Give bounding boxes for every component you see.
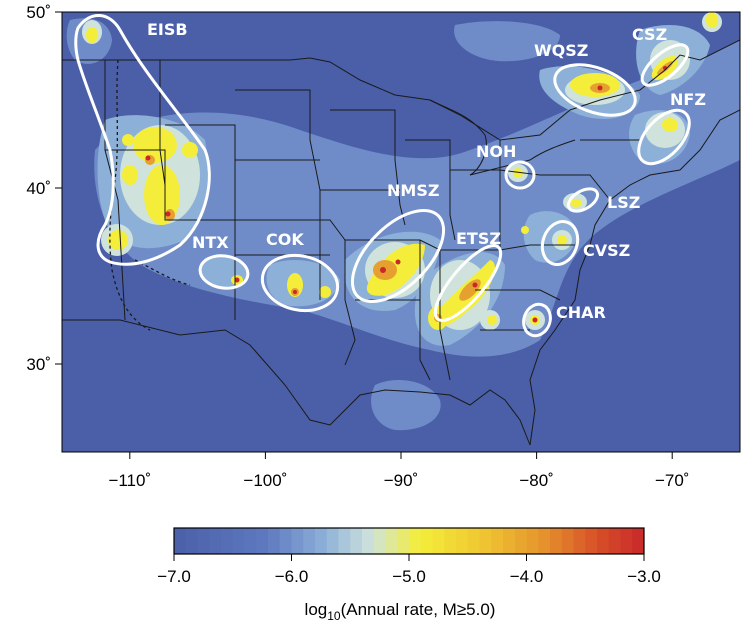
zone-label-etsz: ETSZ — [456, 229, 501, 248]
colorbar-cell — [362, 528, 375, 554]
colorbar-cell — [444, 528, 457, 554]
colorbar-cell — [338, 528, 351, 554]
colorbar-cell — [244, 528, 257, 554]
zone-outline-char — [522, 302, 552, 338]
colorbar-cell — [326, 528, 339, 554]
zone-outline-noh — [504, 160, 536, 190]
zone-label-cvsz: CVSZ — [583, 241, 630, 260]
x-axis: −110˚ −100˚ −90˚ −80˚ −70˚ — [108, 452, 689, 490]
zone-outline-lsz — [566, 187, 600, 213]
zone-label-cok: COK — [266, 230, 304, 249]
colorbar: −7.0 −6.0 −5.0 −4.0 −3.0 log10(Annual rate, … — [157, 527, 661, 623]
colorbar-cell — [256, 528, 269, 554]
colorbar-cell — [632, 528, 645, 554]
zone-outline-cvsz — [540, 220, 580, 266]
zone-label-nmsz: NMSZ — [387, 181, 439, 200]
colorbar-cell — [503, 528, 516, 554]
colorbar-cell — [385, 528, 398, 554]
zone-label-noh: NOH — [476, 142, 516, 161]
colorbar-cell — [315, 528, 328, 554]
y-tick-label-0: 50˚ — [26, 3, 51, 22]
rate-peak — [145, 66, 667, 323]
colorbar-cell — [514, 528, 527, 554]
zone-outline-wqsz — [553, 63, 637, 117]
zone-label-nfz: NFZ — [670, 90, 706, 109]
zone-outline-ntx — [198, 254, 250, 290]
colorbar-cell — [491, 528, 504, 554]
colorbar-cell — [303, 528, 316, 554]
colorbar-cell — [397, 528, 410, 554]
colorbar-tick-label-0: −7.0 — [157, 567, 191, 586]
colorbar-title-sub: 10 — [327, 609, 341, 623]
colorbar-cell — [221, 528, 234, 554]
colorbar-cell — [350, 528, 363, 554]
colorbar-cell — [585, 528, 598, 554]
colorbar-gradient — [174, 528, 645, 554]
zone-outline-eisb — [74, 14, 211, 266]
zone-outline-cok — [260, 253, 340, 313]
zone-outline-nmsz — [350, 208, 446, 304]
zone-outline-etsz — [433, 244, 503, 322]
x-tick-label-0: −110˚ — [108, 471, 151, 490]
colorbar-ticks: −7.0 −6.0 −5.0 −4.0 −3.0 — [157, 554, 661, 586]
zone-label-char: CHAR — [556, 303, 606, 322]
zone-label-wqsz: WQSZ — [534, 41, 588, 60]
colorbar-title-suffix: (Annual rate, M≥5.0) — [341, 600, 496, 619]
colorbar-cell — [432, 528, 445, 554]
zone-outlines — [74, 14, 691, 338]
map-panel: EISB NTX COK NMSZ ETSZ NOH WQSZ CSZ NFZ … — [62, 12, 740, 452]
colorbar-cell — [232, 528, 245, 554]
zone-label-lsz: LSZ — [607, 193, 640, 212]
colorbar-tick-label-4: −3.0 — [627, 567, 661, 586]
colorbar-cell — [209, 528, 222, 554]
colorbar-cell — [174, 528, 187, 554]
colorbar-cell — [620, 528, 633, 554]
political-borders — [62, 39, 740, 446]
colorbar-title-prefix: log — [305, 600, 328, 619]
colorbar-cell — [185, 528, 198, 554]
x-tick-label-4: −70˚ — [655, 471, 690, 490]
x-tick-label-1: −100˚ — [243, 471, 287, 490]
zone-outline-csz — [640, 43, 690, 87]
colorbar-cell — [561, 528, 574, 554]
zone-labels: EISB NTX COK NMSZ ETSZ NOH WQSZ CSZ NFZ … — [147, 20, 706, 322]
x-tick-label-3: −80˚ — [519, 471, 554, 490]
colorbar-tick-label-3: −4.0 — [510, 567, 544, 586]
colorbar-cell — [467, 528, 480, 554]
colorbar-cell — [197, 528, 210, 554]
colorbar-title: log10(Annual rate, M≥5.0) — [305, 600, 496, 623]
colorbar-cell — [279, 528, 292, 554]
colorbar-tick-label-1: −6.0 — [275, 567, 309, 586]
colorbar-cell — [456, 528, 469, 554]
x-tick-label-2: −90˚ — [384, 471, 419, 490]
y-tick-label-1: 40˚ — [26, 179, 51, 198]
zone-label-eisb: EISB — [147, 20, 188, 39]
colorbar-cell — [373, 528, 386, 554]
colorbar-cell — [526, 528, 539, 554]
colorbar-cell — [479, 528, 492, 554]
colorbar-tick-label-2: −5.0 — [392, 567, 426, 586]
colorbar-cell — [420, 528, 433, 554]
colorbar-cell — [597, 528, 610, 554]
colorbar-cell — [573, 528, 586, 554]
colorbar-cell — [538, 528, 551, 554]
colorbar-cell — [409, 528, 422, 554]
colorbar-cell — [550, 528, 563, 554]
zone-outline-nfz — [637, 108, 691, 166]
colorbar-cell — [608, 528, 621, 554]
zone-label-csz: CSZ — [632, 25, 667, 44]
y-axis: 50˚ 40˚ 30˚ — [26, 3, 62, 374]
zone-label-ntx: NTX — [192, 233, 229, 252]
colorbar-cell — [268, 528, 281, 554]
y-tick-label-2: 30˚ — [26, 355, 51, 374]
colorbar-cell — [291, 528, 304, 554]
province-boundaries — [109, 59, 191, 331]
